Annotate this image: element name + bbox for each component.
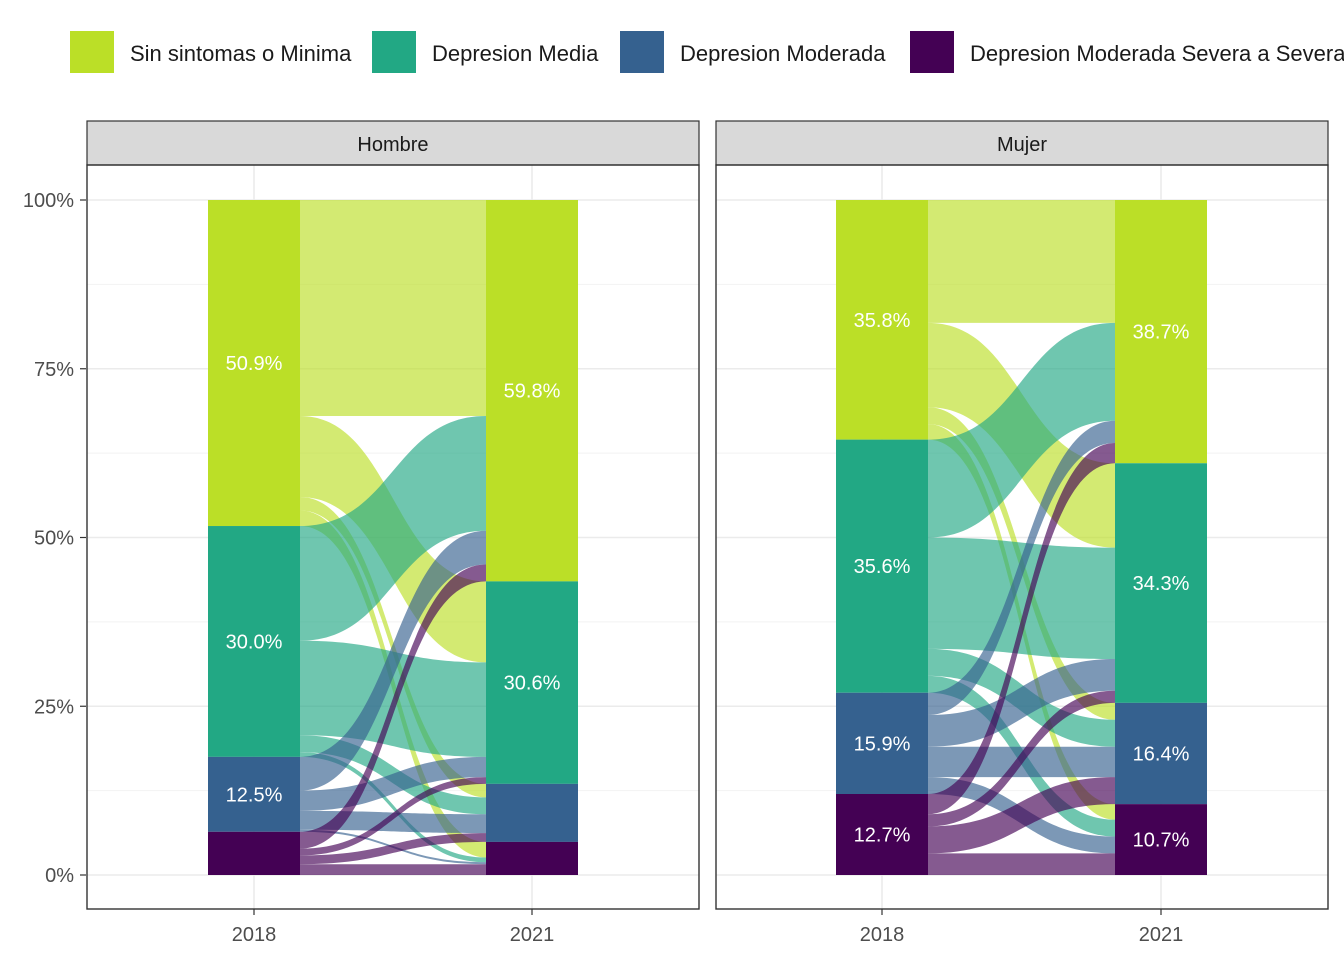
stack-label: 50.9% <box>226 353 283 375</box>
stack-label: 34.3% <box>1133 573 1190 595</box>
stack-label: 10.7% <box>1133 830 1190 852</box>
flow-band <box>300 200 486 416</box>
y-tick-label: 50% <box>34 528 74 550</box>
legend-label: Depresion Moderada Severa a Severa <box>970 41 1344 66</box>
stack-segment <box>1115 200 1207 464</box>
x-tick-label: 2021 <box>510 924 555 946</box>
stack-segment <box>208 756 300 832</box>
stack-segment <box>1115 702 1207 805</box>
y-tick-label: 0% <box>45 865 74 887</box>
panel-mujer: Mujer 35.8% 35.6% 15.9% 12.7% 38.7% 34.3% 16.4%… <box>715 120 1329 946</box>
y-tick-label: 100% <box>23 190 74 212</box>
flow-band <box>300 530 486 791</box>
panel-strip <box>86 120 700 166</box>
flow-band <box>300 752 486 863</box>
panel-title: Mujer <box>997 134 1047 156</box>
panel-strip <box>715 120 1329 166</box>
legend-label: Depresion Moderada <box>680 41 886 66</box>
stack-label: 12.5% <box>226 784 283 806</box>
stack-label: 35.8% <box>854 310 911 332</box>
x-tick-label: 2018 <box>860 924 905 946</box>
flow-band <box>928 322 1115 538</box>
legend-swatch <box>372 31 416 73</box>
x-tick-label: 2021 <box>1139 924 1184 946</box>
stack-segment <box>208 831 300 875</box>
flow-band <box>300 756 486 811</box>
y-tick-label: 25% <box>34 696 74 718</box>
stack-segment <box>486 783 578 842</box>
flow-band <box>300 777 486 856</box>
stack-segment <box>1115 463 1207 703</box>
flow-band <box>300 833 486 865</box>
stack-segment <box>1115 804 1207 875</box>
flow-band <box>300 416 486 641</box>
flow-band <box>928 420 1115 716</box>
stack-label: 38.7% <box>1133 322 1190 344</box>
stack-label: 16.4% <box>1133 744 1190 766</box>
flow-band <box>928 659 1115 747</box>
flow-band <box>300 864 486 875</box>
legend-swatch <box>910 31 954 73</box>
stack-label: 35.6% <box>854 556 911 578</box>
flow-band <box>928 690 1115 827</box>
stack-segment <box>208 200 300 527</box>
legend-swatch <box>620 31 664 73</box>
panel-border <box>715 164 1329 910</box>
stack-segment <box>486 841 578 875</box>
legend-label: Depresion Media <box>432 41 599 66</box>
panel-title: Hombre <box>357 134 428 156</box>
flow-band <box>928 443 1115 815</box>
stack-segment <box>486 200 578 582</box>
stack-segment <box>208 526 300 757</box>
stack-segment <box>836 200 928 440</box>
panel-border <box>86 164 700 910</box>
flow-band <box>928 777 1115 854</box>
flow-band <box>928 200 1115 323</box>
panel-hombre: Hombre 50.9% 30.0% 12.5% 59.8% 30.6% 2018 2021 <box>86 120 700 946</box>
flow-band <box>300 564 486 849</box>
flow-band <box>928 537 1115 659</box>
flow-band <box>928 853 1115 875</box>
stack-label: 15.9% <box>854 733 911 755</box>
legend-swatch <box>70 31 114 73</box>
legend-label: Sin sintomas o Minima <box>130 41 352 66</box>
stack-label: 12.7% <box>854 825 911 847</box>
stack-segment <box>836 692 928 794</box>
y-tick-label: 75% <box>34 359 74 381</box>
stack-label: 30.6% <box>504 673 561 695</box>
x-tick-label: 2018 <box>232 924 277 946</box>
stack-label: 59.8% <box>504 381 561 403</box>
stack-segment <box>486 581 578 784</box>
stack-segment <box>836 794 928 875</box>
stack-label: 30.0% <box>226 631 283 653</box>
stack-segment <box>836 439 928 693</box>
